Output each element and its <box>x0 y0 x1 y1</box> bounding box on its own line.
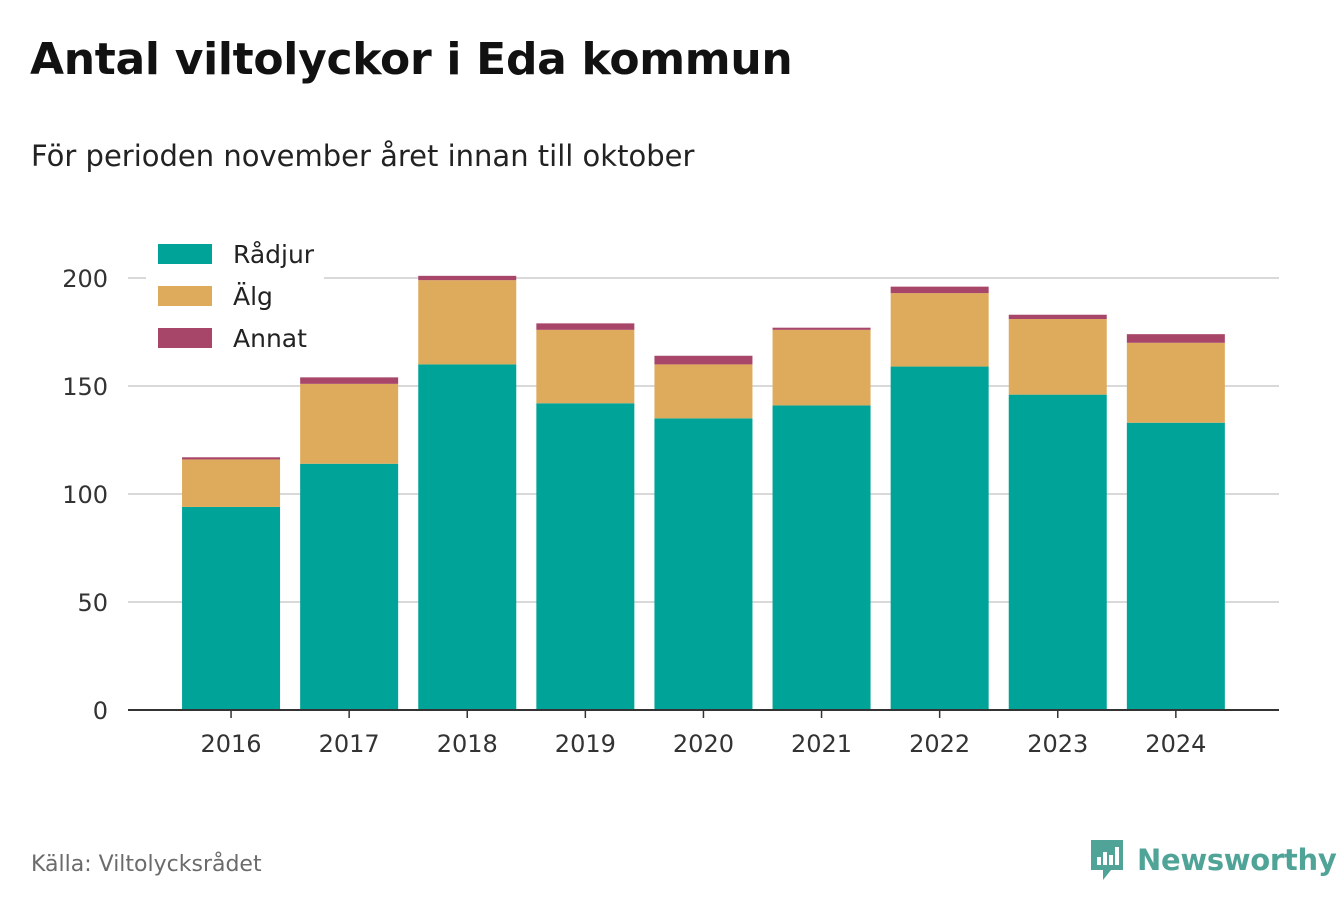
chart-title: Antal viltolyckor i Eda kommun <box>30 34 793 85</box>
chart-subtitle: För perioden november året innan till ok… <box>31 139 695 173</box>
axes: 0 50 100 150 200 2016 2017 2018 2019 2020 2021 2022… <box>62 265 1279 758</box>
y-tick-label: 50 <box>77 589 108 617</box>
bar-annat <box>536 323 635 330</box>
legend-swatch <box>158 328 212 348</box>
x-tick-label: 2020 <box>673 730 734 758</box>
bar-älg <box>890 293 989 367</box>
bar-älg <box>1126 342 1225 423</box>
bar-rådjur <box>1008 394 1107 710</box>
bar-annat <box>654 355 753 365</box>
x-tick-label: 2016 <box>201 730 262 758</box>
brand-name: Newsworthy <box>1137 843 1337 877</box>
legend-swatch <box>158 286 212 306</box>
x-tick-label: 2021 <box>791 730 852 758</box>
bar-annat <box>890 286 989 294</box>
bar-rådjur <box>1126 422 1225 710</box>
bar-älg <box>536 329 635 404</box>
bar-älg <box>418 280 517 365</box>
bar-annat <box>418 275 517 281</box>
bar-rådjur <box>772 405 871 710</box>
legend-swatch <box>158 244 212 264</box>
bars <box>182 275 1225 710</box>
source-note: Källa: Viltolycksrådet <box>31 852 262 877</box>
x-tick-label: 2017 <box>319 730 380 758</box>
x-tick-label: 2022 <box>909 730 970 758</box>
x-tick-label: 2023 <box>1027 730 1088 758</box>
bar-älg <box>300 383 399 464</box>
bar-älg <box>772 329 871 406</box>
bar-annat <box>772 327 871 330</box>
bar-älg <box>654 364 753 419</box>
bar-rådjur <box>182 506 281 710</box>
legend: Rådjur Älg Annat <box>146 232 324 360</box>
y-tick-label: 0 <box>93 697 108 725</box>
bar-annat <box>300 377 399 384</box>
brand-logo: Newsworthy <box>1089 838 1337 882</box>
y-tick-label: 100 <box>62 481 108 509</box>
x-tick-label: 2018 <box>437 730 498 758</box>
legend-label: Annat <box>233 324 307 353</box>
y-tick-label: 150 <box>62 373 108 401</box>
x-tick-label: 2019 <box>555 730 616 758</box>
bar-rådjur <box>890 366 989 710</box>
legend-label: Älg <box>233 282 273 311</box>
y-tick-label: 200 <box>62 265 108 293</box>
bar-älg <box>182 459 281 507</box>
bar-älg <box>1008 319 1107 395</box>
bar-annat <box>1008 314 1107 320</box>
bar-rådjur <box>300 463 399 710</box>
x-tick-label: 2024 <box>1145 730 1206 758</box>
legend-label: Rådjur <box>233 240 315 269</box>
bar-rådjur <box>654 418 753 710</box>
bar-annat <box>1126 334 1225 343</box>
bar-rådjur <box>418 364 517 710</box>
bar-rådjur <box>536 403 635 710</box>
bar-chart-logo-icon <box>1091 840 1123 880</box>
bar-annat <box>182 457 281 460</box>
